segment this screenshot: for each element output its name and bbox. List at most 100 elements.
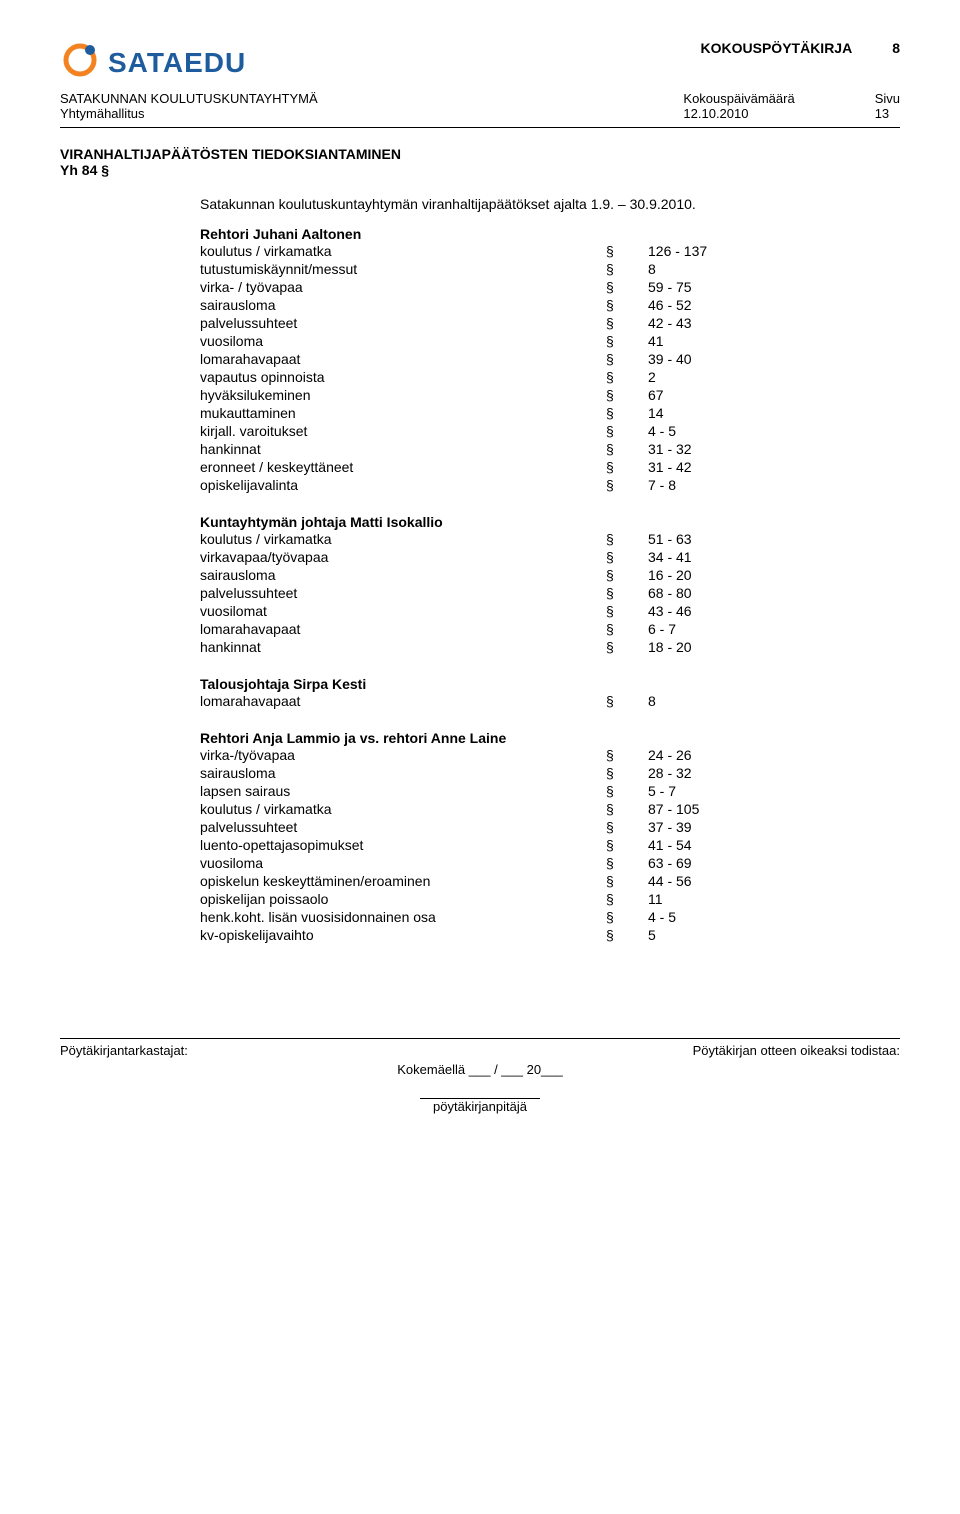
- table-row: palvelussuhteet§42 - 43: [200, 314, 900, 332]
- logo-text: SATAEDU: [108, 47, 246, 79]
- row-value: 31 - 32: [648, 440, 900, 458]
- table-row: lomarahavapaat§8: [200, 692, 900, 710]
- doc-type: KOKOUSPÖYTÄKIRJA: [701, 40, 853, 56]
- row-value: 28 - 32: [648, 764, 900, 782]
- row-label: virka- / työvapaa: [200, 278, 606, 296]
- row-value: 43 - 46: [648, 602, 900, 620]
- row-symbol: §: [606, 386, 648, 404]
- row-label: opiskelijavalinta: [200, 476, 606, 494]
- header-right-cols: Kokouspäivämäärä 12.10.2010 Sivu 13: [683, 91, 900, 121]
- footer-row: Pöytäkirjantarkastajat: Pöytäkirjan otte…: [60, 1043, 900, 1058]
- row-value: 39 - 40: [648, 350, 900, 368]
- groups-container: Rehtori Juhani Aaltonen koulutus / virkam…: [200, 226, 900, 958]
- doc-number: 8: [892, 40, 900, 56]
- row-symbol: §: [606, 476, 648, 494]
- row-label: virka-/työvapaa: [200, 746, 606, 764]
- row-label: sairausloma: [200, 296, 606, 314]
- row-label: opiskelijan poissaolo: [200, 890, 606, 908]
- row-value: 8: [648, 692, 900, 710]
- row-value: 11: [648, 890, 900, 908]
- row-symbol: §: [606, 836, 648, 854]
- table-row: sairausloma§28 - 32: [200, 764, 900, 782]
- row-symbol: §: [606, 566, 648, 584]
- table-row: sairausloma§46 - 52: [200, 296, 900, 314]
- page-col: Sivu 13: [875, 91, 900, 121]
- header-line2: SATAKUNNAN KOULUTUSKUNTAYHTYMÄ Yhtymähal…: [60, 91, 900, 121]
- row-symbol: §: [606, 890, 648, 908]
- table-row: sairausloma§16 - 20: [200, 566, 900, 584]
- row-symbol: §: [606, 800, 648, 818]
- footer-sign-line: [420, 1083, 540, 1099]
- row-symbol: §: [606, 530, 648, 548]
- row-label: koulutus / virkamatka: [200, 530, 606, 548]
- row-symbol: §: [606, 638, 648, 656]
- row-value: 31 - 42: [648, 458, 900, 476]
- row-value: 41 - 54: [648, 836, 900, 854]
- title-text: VIRANHALTIJAPÄÄTÖSTEN TIEDOKSIANTAMINEN: [60, 146, 401, 162]
- page: SATAEDU KOKOUSPÖYTÄKIRJA 8 SATAKUNNAN KO…: [0, 0, 960, 1154]
- row-symbol: §: [606, 242, 648, 260]
- group-title: Kuntayhtymän johtaja Matti Isokallio: [200, 514, 900, 530]
- row-symbol: §: [606, 332, 648, 350]
- logo-icon: [60, 40, 100, 85]
- row-symbol: §: [606, 458, 648, 476]
- table-row: vuosiloma§41: [200, 332, 900, 350]
- row-value: 5: [648, 926, 900, 944]
- row-label: vapautus opinnoista: [200, 368, 606, 386]
- row-label: lomarahavapaat: [200, 692, 606, 710]
- date-col: Kokouspäivämäärä 12.10.2010: [683, 91, 794, 121]
- row-symbol: §: [606, 548, 648, 566]
- row-symbol: §: [606, 926, 648, 944]
- row-symbol: §: [606, 260, 648, 278]
- table-row: palvelussuhteet§37 - 39: [200, 818, 900, 836]
- page-label: Sivu: [875, 91, 900, 106]
- row-symbol: §: [606, 872, 648, 890]
- table-row: henk.koht. lisän vuosisidonnainen osa§4 …: [200, 908, 900, 926]
- row-symbol: §: [606, 440, 648, 458]
- group-title: Rehtori Juhani Aaltonen: [200, 226, 900, 242]
- table-row: luento-opettajasopimukset§41 - 54: [200, 836, 900, 854]
- row-value: 14: [648, 404, 900, 422]
- table-row: lapsen sairaus§5 - 7: [200, 782, 900, 800]
- row-label: hankinnat: [200, 440, 606, 458]
- table-row: vuosilomat§43 - 46: [200, 602, 900, 620]
- row-value: 44 - 56: [648, 872, 900, 890]
- footer-center-place: Kokemäellä ___ / ___ 20___: [60, 1062, 900, 1077]
- row-label: lomarahavapaat: [200, 350, 606, 368]
- table-row: mukauttaminen§14: [200, 404, 900, 422]
- row-value: 68 - 80: [648, 584, 900, 602]
- group-title: Talousjohtaja Sirpa Kesti: [200, 676, 900, 692]
- row-symbol: §: [606, 764, 648, 782]
- row-label: opiskelun keskeyttäminen/eroaminen: [200, 872, 606, 890]
- footer-block: Pöytäkirjantarkastajat: Pöytäkirjan otte…: [60, 1038, 900, 1114]
- row-label: mukauttaminen: [200, 404, 606, 422]
- row-label: hankinnat: [200, 638, 606, 656]
- table-row: opiskelijavalinta§7 - 8: [200, 476, 900, 494]
- row-label: vuosiloma: [200, 854, 606, 872]
- table-row: hankinnat§18 - 20: [200, 638, 900, 656]
- logo-block: SATAEDU: [60, 40, 246, 85]
- decision-table: lomarahavapaat§8: [200, 692, 900, 710]
- row-value: 126 - 137: [648, 242, 900, 260]
- header-left-col: SATAKUNNAN KOULUTUSKUNTAYHTYMÄ Yhtymähal…: [60, 91, 318, 121]
- row-value: 18 - 20: [648, 638, 900, 656]
- date-value: 12.10.2010: [683, 106, 794, 121]
- table-row: virkavapaa/työvapaa§34 - 41: [200, 548, 900, 566]
- row-symbol: §: [606, 782, 648, 800]
- row-value: 2: [648, 368, 900, 386]
- row-value: 67: [648, 386, 900, 404]
- table-row: kv-opiskelijavaihto§5: [200, 926, 900, 944]
- table-row: hyväksilukeminen§67: [200, 386, 900, 404]
- table-row: tutustumiskäynnit/messut§8: [200, 260, 900, 278]
- table-row: vuosiloma§63 - 69: [200, 854, 900, 872]
- row-label: kirjall. varoitukset: [200, 422, 606, 440]
- row-label: sairausloma: [200, 566, 606, 584]
- row-symbol: §: [606, 368, 648, 386]
- table-row: koulutus / virkamatka§51 - 63: [200, 530, 900, 548]
- row-symbol: §: [606, 404, 648, 422]
- row-symbol: §: [606, 908, 648, 926]
- row-label: lomarahavapaat: [200, 620, 606, 638]
- row-value: 59 - 75: [648, 278, 900, 296]
- row-symbol: §: [606, 422, 648, 440]
- row-label: kv-opiskelijavaihto: [200, 926, 606, 944]
